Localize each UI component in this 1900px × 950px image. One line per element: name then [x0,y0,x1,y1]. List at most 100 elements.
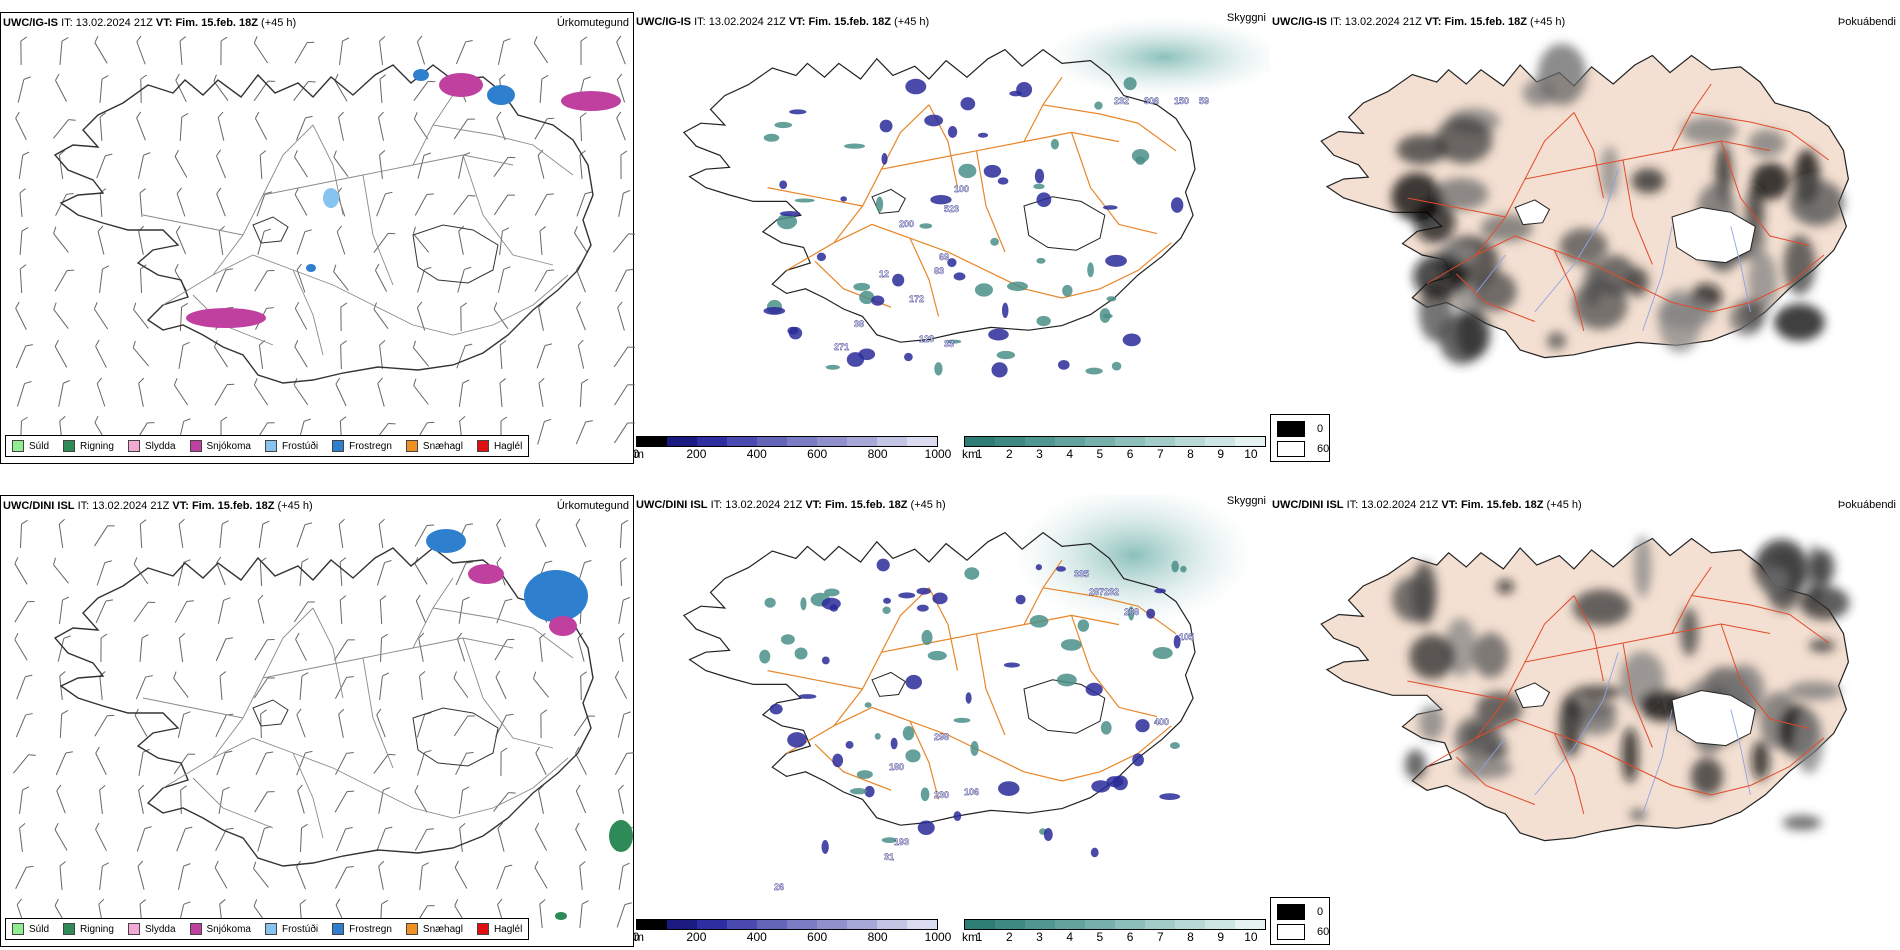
ceiling-value-label: 172 [909,294,924,304]
wind-barb [138,784,145,814]
cloud-cell [1123,77,1137,91]
wind-barb [533,671,549,698]
wind-barb [497,38,511,65]
wind-barb [58,518,65,548]
wind-barb [618,632,625,662]
wind-barb [100,633,108,663]
fog-index-area [1435,116,1493,164]
wind-barb [334,676,354,699]
legend-label: Slydda [144,923,176,935]
fog-index-area [1751,162,1790,200]
panel-title: Úrkomutegund [556,17,629,29]
wind-barb [220,36,228,66]
wind-barb [534,117,555,140]
wind-barb [456,632,466,662]
wind-barb [216,750,233,776]
fog-index-area [1681,117,1738,145]
legend-swatch [332,440,345,452]
cloud-cell [759,649,771,664]
wind-barb [335,866,354,889]
wind-barb [376,708,386,738]
wind-barb [296,263,306,293]
cloud-cell [1146,608,1156,619]
colorbar-strip [964,436,1266,447]
cloud-cell [1106,776,1124,788]
wind-barb [412,340,429,367]
cloud-cell [1029,615,1049,628]
ceiling-value-label: 12 [879,269,889,279]
fog-index-area [1631,168,1665,194]
fog-index-area [1808,639,1836,653]
wind-barb [378,786,391,814]
cloud-cell [1090,847,1099,858]
cloud-cell [779,180,788,190]
legend-label: Haglél [493,440,523,452]
cloud-cell [997,177,1009,185]
wind-barb [58,379,71,407]
cloud-cell [902,725,915,741]
cloud-cell [840,196,847,202]
cloud-cell [780,634,795,645]
wind-barb [19,264,27,294]
panel-header: UWC/DINI ISL IT: 13.02.2024 21Z VT: Fim.… [1272,499,1582,511]
fog-index-area [1472,632,1509,678]
colorbar-tick: 600 [807,930,828,944]
ceiling-value-label: 150 [1174,96,1189,106]
wind-barb [294,41,315,64]
fog-legend-label: 0 [1317,423,1324,435]
wind-barb [497,266,511,293]
legend-item: Slydda [127,923,176,935]
cloud-cell [892,273,905,287]
cloud-cell [1180,565,1187,573]
wind-barb [412,226,430,253]
legend-item: Frostúði [264,923,318,935]
fog-index-area [1480,214,1533,242]
fog-legend-label: 0 [1317,906,1324,918]
wind-barb [96,560,112,586]
wind-barb [139,519,147,549]
cloud-cell [774,121,793,129]
cloud-cell [871,295,885,306]
wind-barb [95,339,107,368]
wind-barb [17,76,31,103]
wind-barb [617,711,631,738]
wind-barb [53,226,69,253]
wind-barb [258,339,266,369]
wind-barb [534,822,548,851]
wind-barb [15,301,27,330]
legend-item: Frostregn [332,440,392,452]
wind-barb [95,746,107,775]
cloud-cell [1015,594,1026,605]
panel-title: Skyggni [1226,495,1266,507]
wind-barb [417,152,431,179]
colorbar-tick: 0 [632,930,640,944]
cloud-cell [816,252,826,262]
wind-barb [535,746,547,776]
visibility-map-top: 232 306 150 59 100 523 200 69 83 172 12 38 271 123 33 [682,17,1270,378]
wind-barb [379,74,387,104]
fog-legend-label: 60 [1317,443,1330,455]
fog-index-area [1803,203,1830,224]
cloud-cell [881,837,898,844]
wind-barb [133,302,149,329]
wind-barb [19,786,30,814]
fog-index-area [1751,740,1770,781]
wind-barb [139,188,146,217]
panel-header: UWC/IG-IS IT: 13.02.2024 21Z VT: Fim. 15… [636,16,930,28]
colorbar-tick: 5 [1096,447,1104,461]
cloud-cell [1111,361,1122,371]
wind-barb [617,301,625,331]
wind-barb [619,519,629,549]
wind-barb [179,112,189,142]
colorbar-tick: 4 [1066,447,1074,461]
fog-index-area [1789,180,1845,226]
wind-barb [338,708,345,738]
fog-index-area [1629,808,1647,821]
wind-barb [140,74,147,104]
fog-panel-top: UWC/IG-IS IT: 13.02.2024 21Z VT: Fim. 15… [1270,12,1900,464]
cloud-cell [794,198,815,203]
legend-item: Súld [12,440,49,452]
ceiling-value-label: 400 [1154,717,1169,727]
legend-swatch [332,923,345,935]
fog-panel-bottom: UWC/DINI ISL IT: 13.02.2024 21Z VT: Fim.… [1270,495,1900,947]
